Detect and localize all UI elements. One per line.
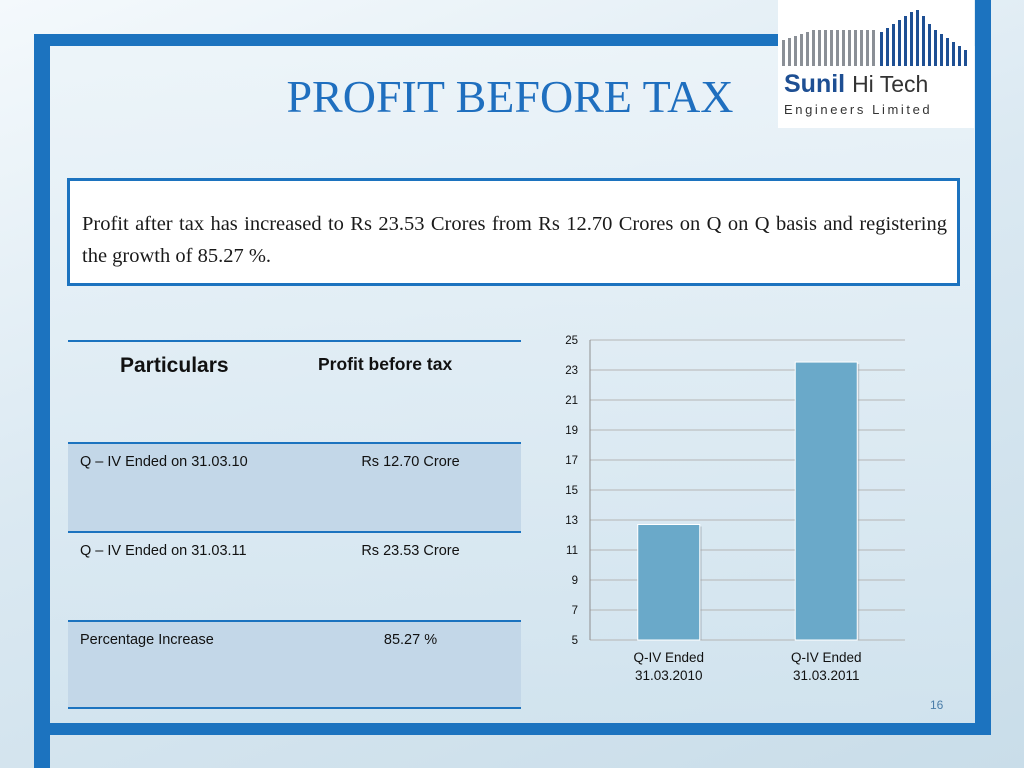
frame-left-bar [34,34,50,768]
frame-right-bar [975,0,991,735]
page-number: 16 [930,698,944,712]
bar [637,524,701,641]
summary-box: Profit after tax has increased to Rs 23.… [67,178,960,286]
row-label: Q – IV Ended on 31.03.11 [80,543,247,559]
frame-bottom-bar [34,723,991,735]
table-row: Q – IV Ended on 31.03.10 Rs 12.70 Crore [68,442,521,531]
header-particulars: Particulars [120,354,229,377]
y-tick-label: 23 [565,365,578,377]
profit-table: Particulars Profit before tax Q – IV End… [68,340,521,709]
logo-subtitle: Engineers Limited [784,102,933,117]
frame-top-bar [34,34,779,46]
table-header-row: Particulars Profit before tax [68,340,521,442]
company-logo: Sunil Hi Tech Engineers Limited [778,0,974,128]
bar [794,361,858,641]
row-value: 85.27 % [383,632,438,648]
y-tick-label: 7 [572,605,578,617]
y-tick-label: 21 [565,395,578,407]
logo-brand: Sunil Hi Tech [784,70,929,98]
table-row: Q – IV Ended on 31.03.11 Rs 23.53 Crore [68,531,521,620]
y-tick-label: 19 [565,425,578,437]
y-tick-label: 17 [565,455,578,467]
skyline-icon [782,10,967,66]
summary-text: Profit after tax has increased to Rs 23.… [82,213,947,267]
table-row: Percentage Increase 85.27 % [68,620,521,709]
row-value: Rs 12.70 Crore [361,454,460,470]
row-label: Q – IV Ended on 31.03.10 [80,454,248,470]
y-tick-label: 5 [572,635,578,647]
y-tick-label: 13 [565,515,578,527]
x-tick-label: 31.03.2010 [635,668,703,683]
slide-title: PROFIT BEFORE TAX [286,71,734,122]
row-value: Rs 23.53 Crore [361,543,460,559]
y-tick-label: 25 [565,335,578,347]
x-tick-label: Q-IV Ended [791,650,862,665]
row-label: Percentage Increase [80,632,214,648]
y-tick-label: 9 [572,575,578,587]
y-tick-label: 15 [565,485,578,497]
x-tick-label: Q-IV Ended [633,650,704,665]
header-profit-before-tax: Profit before tax [318,354,453,374]
y-tick-label: 11 [566,545,578,557]
x-tick-label: 31.03.2011 [793,668,860,683]
profit-bar-chart: 5 7 9 11 13 15 17 19 21 23 25 Q-IV Ended 31.03.2010 Q… [565,335,905,683]
